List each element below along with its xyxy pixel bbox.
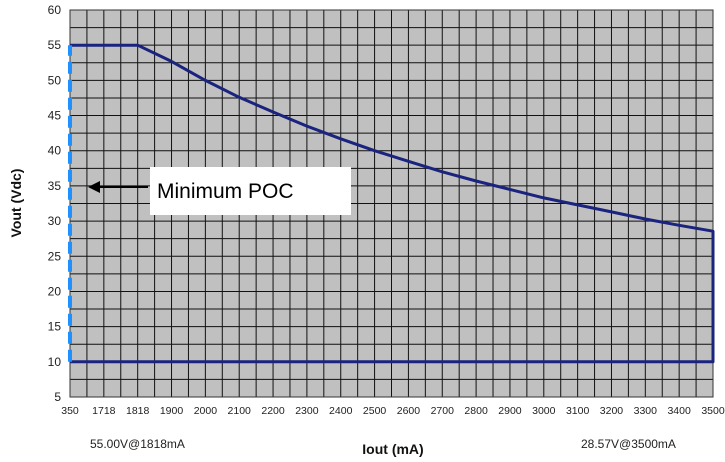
plot-frame [69, 9, 714, 398]
x-tick-label: 1900 [160, 405, 184, 417]
x-tick-label: 2700 [431, 405, 455, 417]
annotation-minimum-poc: Minimum POC [88, 167, 351, 215]
x-axis-title: Iout (mA) [362, 441, 423, 457]
x-tick-label: 2100 [228, 405, 252, 417]
y-tick-label: 25 [48, 249, 62, 263]
x-tick-label: 2200 [261, 405, 285, 417]
series-layer [68, 43, 715, 364]
y-tick-label: 55 [48, 38, 62, 52]
x-tick-label: 2000 [194, 405, 218, 417]
y-tick-label: 45 [48, 109, 62, 123]
series-operating-region [70, 43, 715, 364]
x-tick-label: 2800 [464, 405, 488, 417]
x-tick-label: 3400 [667, 405, 691, 417]
x-tick-label: 1718 [92, 405, 116, 417]
x-tick-label: 2500 [363, 405, 387, 417]
x-tick-label: 3300 [634, 405, 658, 417]
annotation-text: Minimum POC [157, 180, 294, 203]
y-tick-label: 35 [48, 179, 62, 193]
y-tick-label: 60 [48, 3, 62, 17]
x-tick-label: 3000 [532, 405, 556, 417]
x-tick-label: 3100 [566, 405, 590, 417]
y-tick-label: 20 [48, 284, 62, 298]
x-tick-labels: 350 1718 1818 1900 2000 2100 2200 2300 2400 2500 2… [61, 405, 725, 417]
y-tick-label: 40 [48, 144, 62, 158]
annotation-box [150, 167, 351, 215]
x-tick-label: 350 [61, 405, 79, 417]
corner-label-right: 28.57V@3500mA [581, 437, 676, 451]
y-tick-label: 50 [48, 73, 62, 87]
x-tick-label: 1818 [126, 405, 150, 417]
y-axis-title: Vout (Vdc) [8, 169, 24, 238]
x-tick-label: 2900 [498, 405, 522, 417]
y-tick-label: 15 [48, 320, 62, 334]
y-tick-label: 30 [48, 214, 62, 228]
annotation-arrow-head [88, 181, 100, 193]
x-tick-label: 3200 [600, 405, 624, 417]
x-tick-label: 3500 [701, 405, 725, 417]
x-tick-label: 2600 [397, 405, 421, 417]
y-tick-label: 10 [48, 355, 62, 369]
x-tick-label: 2300 [295, 405, 319, 417]
y-tick-labels: 5 10 15 20 25 30 35 40 45 50 55 60 [48, 3, 62, 404]
corner-label-left: 55.00V@1818mA [90, 437, 185, 451]
x-tick-label: 2400 [329, 405, 353, 417]
y-tick-label: 5 [54, 390, 61, 404]
